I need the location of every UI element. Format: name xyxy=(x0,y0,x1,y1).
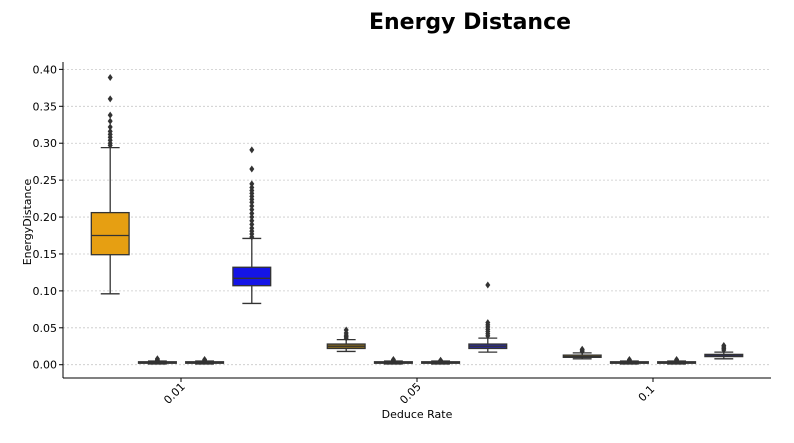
outlier-point xyxy=(107,117,113,125)
gridlines xyxy=(63,68,771,366)
outlier-point xyxy=(107,74,113,82)
box-series-3-0.05 xyxy=(421,356,461,365)
x-tick-label: 0.05 xyxy=(397,380,424,407)
y-tick-label: 0.30 xyxy=(33,137,58,150)
y-tick-label: 0.35 xyxy=(33,100,58,113)
box-series-4-0.1 xyxy=(704,342,744,360)
y-tick-label: 0.25 xyxy=(33,174,58,187)
outlier-point xyxy=(626,356,632,364)
outlier-point xyxy=(107,95,113,103)
box-series-2-0.1 xyxy=(609,356,649,365)
box-plots xyxy=(90,74,744,365)
box-series-4-0.01 xyxy=(232,146,272,305)
y-tick-label: 0.20 xyxy=(33,211,58,224)
box-series-1-0.05 xyxy=(326,326,366,353)
outlier-point xyxy=(249,220,255,228)
outlier-point xyxy=(249,146,255,154)
outlier-point xyxy=(390,356,396,364)
outlier-point xyxy=(249,202,255,210)
outlier-point xyxy=(721,342,727,350)
y-tick-label: 0.00 xyxy=(33,359,58,372)
box-series-2-0.05 xyxy=(373,356,413,365)
outlier-point xyxy=(107,141,113,149)
axes: 0.00 0.05 0.10 0.15 0.20 0.25 0.30 0.35 0.40 0.01… xyxy=(33,62,771,407)
outlier-point xyxy=(202,356,208,364)
box-series-1-0.1 xyxy=(562,345,602,360)
box-series-3-0.1 xyxy=(657,356,697,365)
y-tick-label: 0.40 xyxy=(33,63,58,76)
outlier-point xyxy=(485,281,491,289)
y-tick-label: 0.10 xyxy=(33,285,58,298)
outlier-point xyxy=(674,356,680,364)
outlier-point xyxy=(107,111,113,119)
outlier-point xyxy=(249,233,255,241)
box-iqr xyxy=(232,266,272,287)
chart-title: Energy Distance xyxy=(369,10,571,35)
outlier-point xyxy=(343,326,349,334)
outlier-point xyxy=(249,198,255,206)
outlier-point xyxy=(249,165,255,173)
y-tick-label: 0.15 xyxy=(33,248,58,261)
y-axis-label: EnergyDistance xyxy=(21,178,34,265)
outlier-point xyxy=(249,217,255,225)
box-series-4-0.05 xyxy=(468,281,508,353)
outlier-point xyxy=(485,332,491,340)
outlier-point xyxy=(438,356,444,364)
box-series-1-0.01 xyxy=(90,74,130,295)
x-axis-label: Deduce Rate xyxy=(382,408,453,421)
box-series-3-0.01 xyxy=(185,356,225,365)
box-iqr xyxy=(90,211,130,256)
x-tick-label: 0.01 xyxy=(161,380,188,407)
outlier-point xyxy=(249,206,255,214)
x-tick-label: 0.1 xyxy=(636,383,658,405)
outlier-point xyxy=(249,180,255,188)
outlier-point xyxy=(154,355,160,363)
box-series-2-0.01 xyxy=(137,355,177,365)
outlier-point xyxy=(249,209,255,217)
outlier-point xyxy=(249,213,255,221)
outlier-point xyxy=(107,123,113,131)
outlier-point xyxy=(579,345,585,353)
y-tick-label: 0.05 xyxy=(33,322,58,335)
